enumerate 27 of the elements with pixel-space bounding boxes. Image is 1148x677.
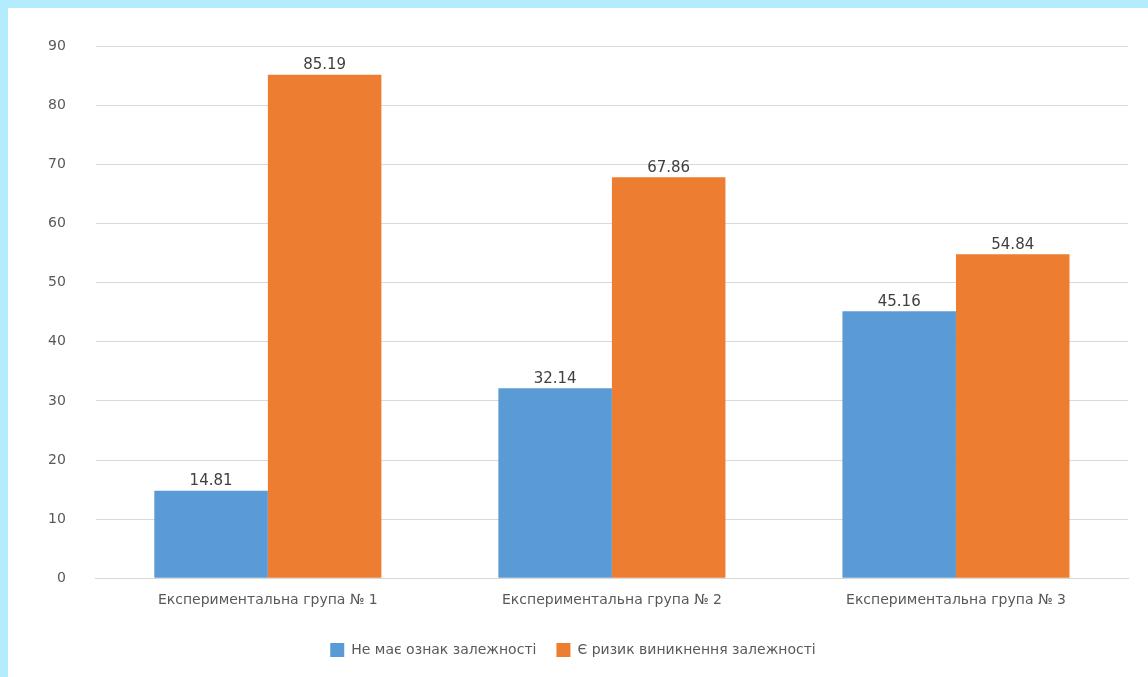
y-tick-label: 30 [47,391,66,408]
bar [154,490,268,578]
data-label: 54.84 [991,234,1035,253]
y-tick-label: 70 [47,155,66,172]
data-label: 85.19 [303,55,347,74]
data-label: 32.14 [533,368,577,387]
data-label: 67.86 [647,157,691,176]
bar [611,177,726,578]
y-tick-label: 50 [47,273,66,290]
bar [955,254,1070,578]
data-label: 45.16 [877,291,921,310]
bar [267,74,382,578]
y-tick-label: 10 [47,509,66,526]
y-tick-label: 90 [47,37,66,54]
x-tick-label: Експериментальна група № 3 [846,591,1066,608]
legend-label: Є ризик виникнення залежності [577,640,816,657]
y-tick-label: 40 [47,332,66,349]
y-tick-label: 60 [47,214,66,231]
y-tick-label: 0 [56,568,66,585]
y-tick-label: 20 [47,450,66,467]
data-label: 14.81 [189,471,233,490]
y-tick-label: 80 [47,96,66,113]
x-tick-label: Експериментальна група № 2 [501,591,722,608]
bar [842,311,956,578]
legend-label: Не має ознак залежності [351,640,537,657]
bar [498,388,612,578]
x-tick-label: Експериментальна група № 1 [157,591,378,608]
